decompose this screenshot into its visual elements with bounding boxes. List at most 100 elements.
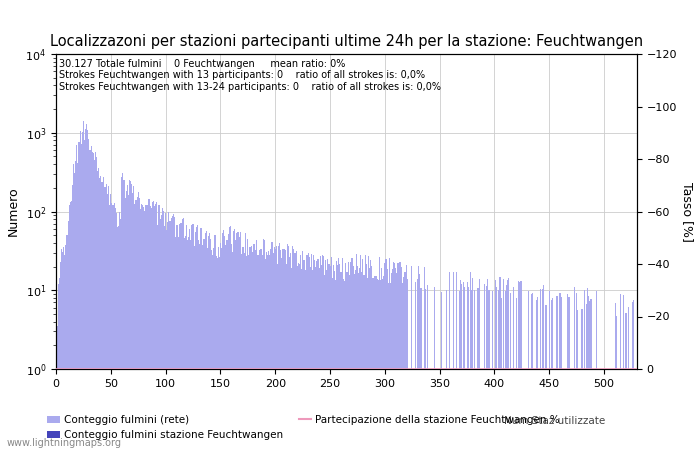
Bar bbox=[401, 267, 402, 450]
Bar bbox=[109, 205, 111, 450]
Bar bbox=[463, 282, 464, 450]
Bar bbox=[165, 213, 166, 450]
Bar bbox=[270, 249, 272, 450]
Bar bbox=[552, 298, 553, 450]
Bar bbox=[196, 227, 197, 450]
Bar bbox=[279, 243, 280, 450]
Bar bbox=[380, 280, 381, 450]
Bar bbox=[628, 307, 629, 450]
Bar bbox=[561, 297, 562, 450]
Bar bbox=[234, 229, 235, 450]
Bar bbox=[230, 226, 231, 450]
Bar bbox=[160, 219, 161, 450]
Bar bbox=[528, 291, 529, 450]
Bar bbox=[225, 245, 227, 450]
Bar bbox=[163, 211, 164, 450]
Bar bbox=[576, 293, 578, 450]
Bar bbox=[419, 274, 421, 450]
Bar bbox=[71, 201, 72, 450]
Bar bbox=[154, 206, 155, 450]
Bar bbox=[284, 249, 285, 450]
Bar bbox=[434, 287, 435, 450]
Bar bbox=[340, 272, 342, 450]
Bar bbox=[233, 231, 234, 450]
Bar bbox=[107, 194, 108, 450]
Text: www.lightningmaps.org: www.lightningmaps.org bbox=[7, 438, 122, 448]
Bar bbox=[264, 240, 265, 450]
Bar bbox=[349, 274, 350, 450]
Bar bbox=[531, 294, 532, 450]
Bar bbox=[330, 256, 332, 450]
Bar bbox=[596, 291, 597, 450]
Bar bbox=[384, 262, 386, 450]
Bar bbox=[274, 249, 276, 450]
Bar bbox=[540, 289, 541, 450]
Bar bbox=[477, 288, 479, 450]
Bar bbox=[460, 280, 461, 450]
Bar bbox=[106, 184, 107, 450]
Bar bbox=[244, 252, 245, 450]
Bar bbox=[400, 262, 401, 450]
Bar bbox=[241, 247, 243, 450]
Bar bbox=[620, 294, 621, 450]
Bar bbox=[357, 266, 358, 450]
Bar bbox=[119, 212, 120, 450]
Bar bbox=[543, 285, 545, 450]
Bar bbox=[206, 248, 208, 450]
Bar bbox=[351, 258, 353, 450]
Bar bbox=[506, 285, 507, 450]
Bar bbox=[173, 214, 174, 450]
Title: Localizzazoni per stazioni partecipanti ultime 24h per la stazione: Feuchtwangen: Localizzazoni per stazioni partecipanti … bbox=[50, 34, 643, 49]
Bar bbox=[471, 290, 472, 450]
Bar bbox=[495, 280, 496, 450]
Bar bbox=[347, 272, 348, 450]
Bar bbox=[367, 278, 368, 450]
Bar bbox=[365, 264, 367, 450]
Bar bbox=[292, 246, 293, 450]
Bar bbox=[148, 199, 150, 450]
Bar bbox=[310, 267, 311, 450]
Bar bbox=[188, 238, 189, 450]
Bar bbox=[393, 262, 394, 450]
Bar bbox=[281, 258, 282, 450]
Bar bbox=[342, 258, 343, 450]
Bar bbox=[61, 249, 62, 450]
Bar bbox=[82, 132, 83, 450]
Bar bbox=[472, 278, 473, 450]
Bar bbox=[386, 269, 388, 450]
Bar bbox=[67, 220, 69, 450]
Bar bbox=[90, 146, 92, 450]
Bar bbox=[70, 202, 71, 450]
Bar bbox=[394, 263, 395, 450]
Bar bbox=[518, 281, 519, 450]
Bar bbox=[324, 274, 325, 450]
Bar bbox=[363, 275, 365, 450]
Bar bbox=[69, 205, 70, 450]
Bar bbox=[57, 284, 59, 450]
Bar bbox=[249, 247, 251, 450]
Bar bbox=[379, 257, 380, 450]
Bar bbox=[289, 257, 290, 450]
Bar bbox=[372, 278, 373, 450]
Bar bbox=[297, 266, 298, 450]
Bar bbox=[117, 227, 118, 450]
Bar bbox=[590, 299, 592, 450]
Bar bbox=[346, 271, 347, 450]
Bar bbox=[496, 288, 497, 450]
Bar bbox=[129, 180, 130, 450]
Bar bbox=[235, 240, 237, 450]
Bar bbox=[208, 236, 209, 450]
Bar bbox=[512, 287, 514, 450]
Bar bbox=[315, 267, 316, 450]
Bar bbox=[120, 219, 121, 450]
Bar bbox=[404, 272, 405, 450]
Bar bbox=[560, 293, 561, 450]
Bar bbox=[370, 260, 371, 450]
Bar bbox=[407, 279, 408, 450]
Bar bbox=[144, 212, 146, 450]
Bar bbox=[194, 246, 195, 450]
Bar bbox=[132, 193, 133, 450]
Bar bbox=[556, 296, 557, 450]
Bar bbox=[373, 278, 374, 450]
Bar bbox=[375, 276, 377, 450]
